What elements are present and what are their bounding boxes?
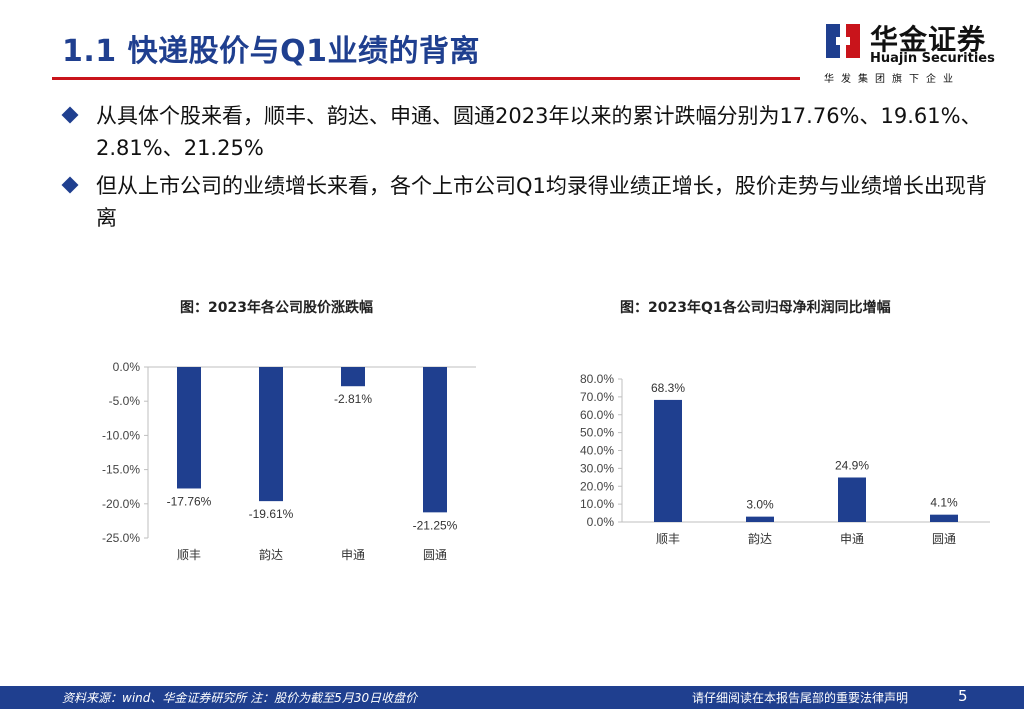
- bullet-list: 从具体个股来看，顺丰、韵达、申通、圆通2023年以来的累计跌幅分别为17.76%…: [61, 100, 992, 240]
- chart-title-stock-change: 图：2023年各公司股价涨跌幅: [180, 300, 373, 316]
- y-tick-label: 0.0%: [587, 515, 615, 529]
- y-tick-label: 60.0%: [580, 408, 614, 422]
- x-tick-label: 顺丰: [177, 548, 201, 562]
- y-tick-label: 80.0%: [580, 372, 614, 386]
- y-tick-label: -20.0%: [102, 497, 140, 511]
- page-number: 5: [958, 687, 968, 705]
- diamond-bullet-icon: [61, 176, 79, 194]
- y-tick-label: 20.0%: [580, 479, 614, 493]
- bar: [341, 367, 365, 387]
- page-title: 1.1 快递股价与Q1业绩的背离: [62, 34, 480, 69]
- bullet-item: 从具体个股来看，顺丰、韵达、申通、圆通2023年以来的累计跌幅分别为17.76%…: [61, 100, 992, 164]
- y-tick-label: -10.0%: [102, 428, 140, 442]
- logo-chinese-name: 华金证券: [870, 23, 987, 56]
- logo-tagline: 华发集团旗下企业: [824, 74, 960, 85]
- company-logo: 华金证券 Huajin Securities 华发集团旗下企业: [822, 18, 1002, 88]
- y-tick-label: 40.0%: [580, 444, 614, 458]
- footer-bar: 资料来源：wind、华金证券研究所 注：股价为截至5月30日收盘价 请仔细阅读在…: [0, 686, 1024, 709]
- data-label: 3.0%: [746, 498, 774, 512]
- y-tick-label: -25.0%: [102, 531, 140, 545]
- y-tick-label: 10.0%: [580, 497, 614, 511]
- x-tick-label: 申通: [341, 548, 365, 562]
- logo-english-name: Huajin Securities: [870, 51, 995, 66]
- bar: [930, 514, 958, 522]
- x-tick-label: 圆通: [423, 548, 447, 562]
- footer-legal-notice[interactable]: 请仔细阅读在本报告尾部的重要法律声明: [692, 691, 909, 705]
- data-label: 68.3%: [651, 381, 685, 395]
- data-label: -17.76%: [167, 494, 212, 508]
- data-label: -2.81%: [334, 392, 372, 406]
- bar: [177, 367, 201, 489]
- diamond-bullet-icon: [61, 106, 79, 124]
- bar: [746, 516, 774, 522]
- x-tick-label: 申通: [840, 532, 864, 546]
- bullet-item: 但从上市公司的业绩增长来看，各个上市公司Q1均录得业绩正增长，股价走势与业绩增长…: [61, 170, 992, 234]
- y-tick-label: 0.0%: [113, 360, 141, 374]
- y-tick-label: -15.0%: [102, 463, 140, 477]
- y-tick-label: 50.0%: [580, 426, 614, 440]
- title-divider: [52, 77, 800, 80]
- chart-title-profit-growth: 图：2023年Q1各公司归母净利润同比增幅: [620, 300, 891, 316]
- bar: [259, 367, 283, 502]
- bar: [654, 399, 682, 522]
- x-tick-label: 圆通: [932, 532, 956, 546]
- bullet-text: 但从上市公司的业绩增长来看，各个上市公司Q1均录得业绩正增长，股价走势与业绩增长…: [96, 174, 987, 230]
- y-tick-label: 70.0%: [580, 390, 614, 404]
- y-tick-label: 30.0%: [580, 461, 614, 475]
- profit-growth-chart: 80.0% 70.0% 60.0% 50.0% 40.0% 30.0% 20.0% 10.0%…: [580, 372, 990, 546]
- huajin-logo-icon: [826, 24, 860, 58]
- data-label: -21.25%: [413, 518, 458, 532]
- stock-change-chart: 0.0% -5.0% -10.0% -15.0% -20.0% -25.0% -17.76%…: [102, 360, 476, 562]
- x-tick-label: 韵达: [259, 547, 283, 562]
- x-tick-label: 顺丰: [656, 532, 680, 546]
- y-tick-label: -5.0%: [109, 394, 141, 408]
- data-label: -19.61%: [249, 507, 294, 521]
- data-label: 24.9%: [835, 458, 869, 472]
- bar: [838, 477, 866, 522]
- bullet-text: 从具体个股来看，顺丰、韵达、申通、圆通2023年以来的累计跌幅分别为17.76%…: [96, 104, 982, 160]
- footer-source: 资料来源：wind、华金证券研究所 注：股价为截至5月30日收盘价: [62, 691, 418, 705]
- x-tick-label: 韵达: [748, 531, 772, 546]
- bar: [423, 367, 447, 513]
- data-label: 4.1%: [930, 496, 958, 510]
